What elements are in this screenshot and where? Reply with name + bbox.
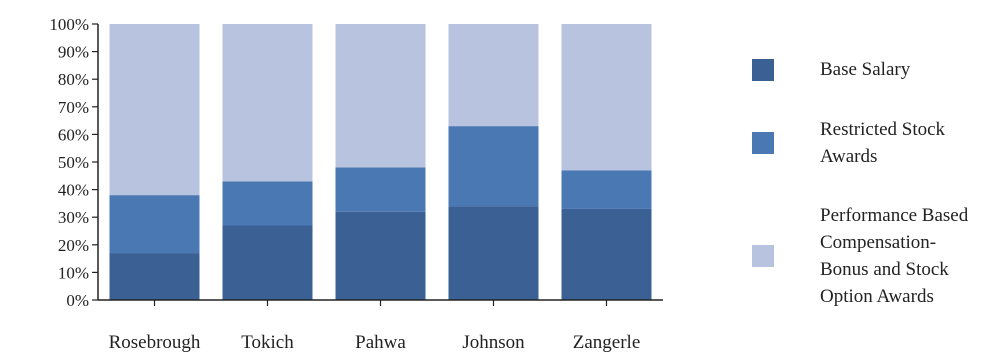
- y-tick-label: 80%: [58, 70, 89, 89]
- x-label-zangerle: Zangerle: [573, 332, 641, 353]
- legend-label-performance-based: Performance Based Compensation- Bonus an…: [820, 205, 969, 307]
- y-tick-label: 50%: [58, 153, 89, 172]
- y-tick-label: 10%: [58, 263, 89, 282]
- x-label-tokich: Tokich: [241, 332, 294, 353]
- bar-rosebrough-base-salary: [109, 253, 200, 300]
- legend-item-base-salary: Base Salary: [752, 56, 910, 83]
- bar-zangerle-performance-based: [561, 24, 652, 171]
- y-axis-ticks: 0% 10% 20% 30% 40% 50% 60% 70% 80% 90% 100%: [49, 15, 98, 310]
- y-tick-label: 30%: [58, 208, 89, 227]
- legend-swatch-performance-based: [752, 245, 774, 267]
- bar-pahwa-restricted-stock: [335, 167, 426, 212]
- y-tick-label: 40%: [58, 181, 89, 200]
- y-tick-label: 70%: [58, 98, 89, 117]
- bar-pahwa-performance-based: [335, 24, 426, 168]
- bar-pahwa-base-salary: [335, 211, 426, 300]
- x-axis-labels: Rosebrough Tokich Pahwa Johnson Zangerle: [109, 300, 641, 353]
- legend-item-performance-based: Performance Based Compensation- Bonus an…: [752, 202, 968, 310]
- bar-zangerle-restricted-stock: [561, 170, 652, 209]
- bar-tokich-restricted-stock: [222, 181, 313, 226]
- y-tick-label: 20%: [58, 236, 89, 255]
- bar-johnson-performance-based: [448, 24, 539, 127]
- legend-item-restricted-stock: Restricted Stock Awards: [752, 116, 945, 170]
- legend-label-restricted-stock: Restricted Stock Awards: [820, 119, 946, 167]
- bars-group: [109, 24, 652, 300]
- stacked-bar-chart: 0% 10% 20% 30% 40% 50% 60% 70% 80% 90% 100% Rosebr…: [49, 15, 663, 353]
- bar-zangerle-base-salary: [561, 208, 652, 300]
- y-tick-label: 0%: [66, 291, 89, 310]
- bar-tokich-performance-based: [222, 24, 313, 182]
- y-tick-label: 90%: [58, 43, 89, 62]
- legend-swatch-restricted-stock: [752, 132, 774, 154]
- bar-rosebrough-restricted-stock: [109, 195, 200, 254]
- bar-rosebrough-performance-based: [109, 24, 200, 196]
- x-label-pahwa: Pahwa: [355, 332, 406, 353]
- legend-label-base-salary: Base Salary: [820, 59, 911, 80]
- bar-johnson-base-salary: [448, 206, 539, 300]
- legend-swatch-base-salary: [752, 58, 774, 81]
- y-tick-label: 100%: [49, 15, 89, 34]
- y-tick-label: 60%: [58, 125, 89, 144]
- x-label-rosebrough: Rosebrough: [109, 332, 201, 353]
- bar-tokich-base-salary: [222, 225, 313, 300]
- x-label-johnson: Johnson: [462, 332, 525, 353]
- bar-johnson-restricted-stock: [448, 126, 539, 207]
